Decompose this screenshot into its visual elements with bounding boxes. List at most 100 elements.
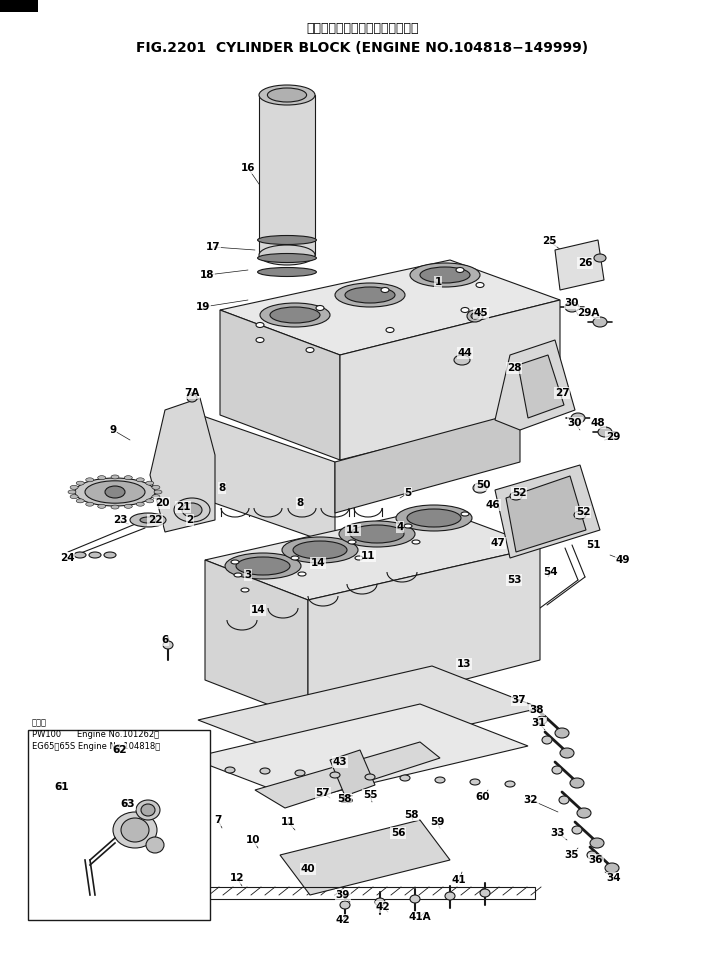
Ellipse shape: [350, 525, 404, 543]
Ellipse shape: [339, 521, 415, 547]
Ellipse shape: [565, 302, 579, 312]
Ellipse shape: [124, 504, 132, 508]
Text: 51: 51: [586, 540, 600, 550]
Ellipse shape: [111, 475, 119, 478]
Ellipse shape: [146, 481, 154, 485]
Ellipse shape: [407, 509, 461, 527]
Bar: [259, 95, 315, 255]
Polygon shape: [190, 704, 528, 800]
Text: 63: 63: [121, 799, 135, 809]
Text: 38: 38: [530, 705, 544, 715]
Ellipse shape: [111, 505, 119, 509]
Ellipse shape: [98, 476, 106, 479]
Text: 63: 63: [121, 799, 136, 809]
Text: 24: 24: [59, 553, 74, 563]
Text: 20: 20: [154, 498, 169, 508]
Ellipse shape: [74, 552, 86, 558]
Ellipse shape: [86, 478, 94, 481]
Text: 50: 50: [476, 480, 490, 490]
Text: 39: 39: [336, 890, 350, 900]
Text: 28: 28: [507, 363, 521, 373]
Text: 33: 33: [551, 828, 566, 838]
Ellipse shape: [76, 481, 84, 485]
Ellipse shape: [473, 483, 487, 493]
Ellipse shape: [572, 826, 582, 834]
Ellipse shape: [381, 287, 389, 293]
Text: 17: 17: [206, 242, 220, 252]
Text: 34: 34: [607, 873, 621, 883]
Ellipse shape: [136, 800, 160, 820]
Ellipse shape: [75, 478, 155, 506]
Ellipse shape: [345, 287, 395, 303]
Ellipse shape: [298, 572, 306, 576]
Text: 55: 55: [362, 790, 377, 800]
Ellipse shape: [270, 307, 320, 323]
Ellipse shape: [559, 796, 569, 804]
Ellipse shape: [282, 537, 358, 563]
Text: 56: 56: [391, 828, 405, 838]
Polygon shape: [220, 260, 560, 355]
Ellipse shape: [400, 775, 410, 781]
Text: 18: 18: [200, 270, 215, 280]
Ellipse shape: [340, 901, 350, 909]
Text: 32: 32: [523, 795, 538, 805]
Ellipse shape: [386, 327, 394, 332]
Ellipse shape: [560, 748, 574, 758]
Text: 5: 5: [405, 488, 412, 498]
Text: 48: 48: [591, 418, 605, 428]
Ellipse shape: [587, 851, 597, 859]
Ellipse shape: [140, 517, 156, 523]
Ellipse shape: [124, 476, 132, 479]
Text: 41: 41: [452, 875, 466, 885]
Text: 41A: 41A: [409, 912, 431, 922]
Ellipse shape: [593, 317, 607, 327]
Text: 54: 54: [544, 567, 558, 577]
Ellipse shape: [293, 541, 347, 559]
Ellipse shape: [257, 235, 316, 244]
Ellipse shape: [335, 283, 405, 307]
Ellipse shape: [435, 777, 445, 783]
Ellipse shape: [420, 267, 470, 283]
Ellipse shape: [259, 85, 315, 105]
Ellipse shape: [68, 490, 76, 494]
Polygon shape: [335, 412, 520, 513]
Polygon shape: [495, 340, 575, 430]
Ellipse shape: [256, 338, 264, 343]
Ellipse shape: [375, 898, 385, 906]
Text: 58: 58: [404, 810, 418, 820]
Polygon shape: [518, 355, 564, 418]
Text: 11: 11: [281, 817, 295, 827]
Ellipse shape: [256, 323, 264, 327]
Bar: [0, 0, 38, 12]
Ellipse shape: [404, 524, 412, 528]
Polygon shape: [506, 476, 586, 552]
Text: 40: 40: [301, 864, 315, 874]
Ellipse shape: [410, 263, 480, 287]
Ellipse shape: [268, 88, 307, 102]
Text: 30: 30: [568, 418, 582, 428]
Ellipse shape: [241, 588, 249, 592]
Text: 14: 14: [311, 558, 326, 568]
Ellipse shape: [257, 268, 316, 277]
Ellipse shape: [461, 307, 469, 313]
Ellipse shape: [605, 863, 619, 873]
Ellipse shape: [348, 540, 356, 544]
Ellipse shape: [471, 313, 479, 319]
Polygon shape: [205, 560, 308, 720]
Text: 61: 61: [55, 782, 70, 792]
Ellipse shape: [445, 892, 455, 900]
Ellipse shape: [480, 889, 490, 897]
Polygon shape: [330, 750, 375, 796]
Text: 21: 21: [175, 502, 190, 512]
Ellipse shape: [260, 768, 270, 774]
Text: 13: 13: [457, 659, 471, 669]
Text: 11: 11: [361, 551, 376, 561]
Ellipse shape: [537, 716, 547, 724]
Ellipse shape: [121, 818, 149, 842]
Ellipse shape: [291, 556, 299, 560]
Text: 42: 42: [336, 915, 350, 925]
Ellipse shape: [152, 495, 160, 499]
Ellipse shape: [98, 504, 106, 508]
Ellipse shape: [89, 552, 101, 558]
Text: 43: 43: [333, 757, 347, 767]
